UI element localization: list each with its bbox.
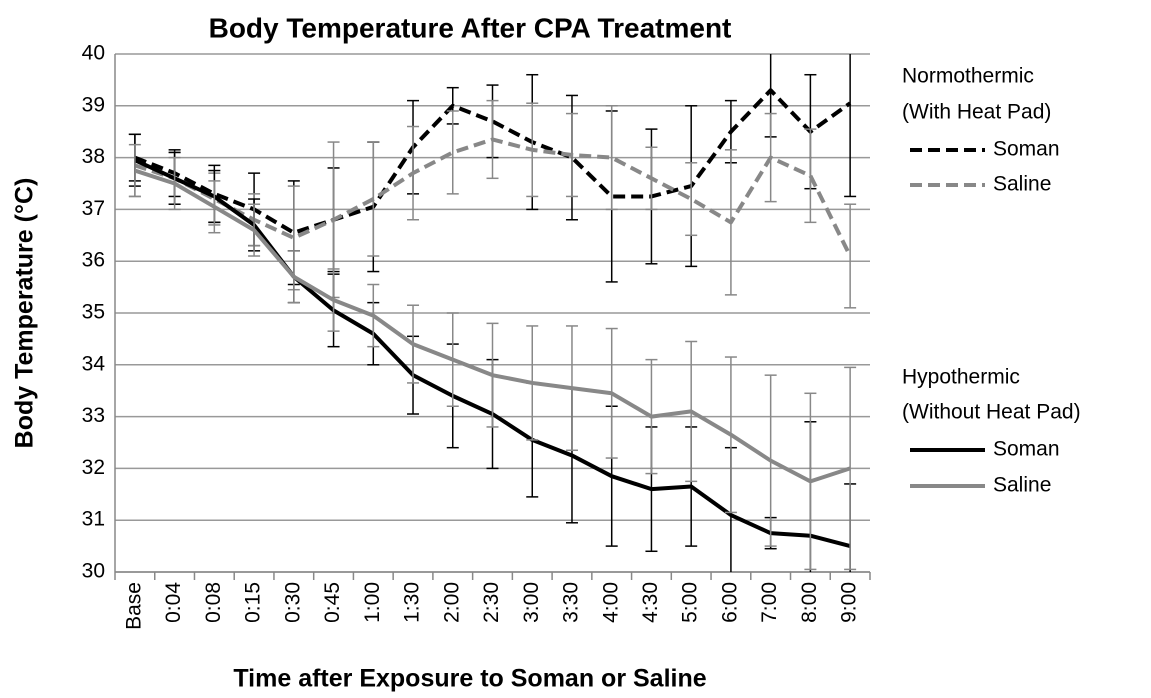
x-tick-label: 9:00: [838, 582, 861, 623]
legend-label: Saline: [993, 173, 1051, 196]
x-tick-label: 1:00: [361, 582, 384, 623]
chart-title: Body Temperature After CPA Treatment: [209, 12, 732, 43]
x-tick-label: 2:30: [480, 582, 503, 623]
y-tick-label: 34: [82, 352, 106, 375]
x-tick-label: 7:00: [758, 582, 781, 623]
y-tick-label: 36: [82, 249, 105, 272]
x-tick-label: 0:30: [281, 582, 304, 623]
x-axis-label: Time after Exposure to Soman or Saline: [233, 665, 706, 693]
y-tick-label: 39: [82, 93, 105, 116]
x-tick-label: 2:00: [440, 582, 463, 623]
x-tick-label: 0:15: [242, 582, 265, 623]
x-tick-label: 1:30: [401, 582, 424, 623]
x-tick-label: 4:30: [639, 582, 662, 623]
error-bar: [128, 143, 141, 198]
legend-group-title: Hypothermic: [902, 366, 1020, 389]
x-tick-label: 0:45: [321, 582, 344, 623]
legend-group-title: Normothermic: [902, 65, 1034, 88]
error-bar: [804, 128, 817, 224]
x-tick-label: 4:00: [599, 582, 622, 623]
error-bar: [844, 54, 857, 198]
x-tick-label: 5:00: [679, 582, 702, 623]
x-tick-label: 0:04: [162, 582, 185, 623]
y-axis-label: Body Temperature (°C): [11, 178, 39, 449]
y-tick-label: 33: [82, 404, 105, 427]
y-tick-label: 35: [82, 301, 105, 324]
legend-group-title: (Without Heat Pad): [902, 401, 1081, 424]
x-tick-label: 3:30: [560, 582, 583, 623]
error-bar: [446, 110, 459, 195]
y-tick-label: 30: [82, 560, 105, 583]
y-tick-label: 32: [82, 456, 105, 479]
y-tick-label: 31: [82, 508, 105, 531]
error-bar: [685, 162, 698, 237]
legend-label: Soman: [993, 438, 1060, 461]
x-tick-label: 8:00: [798, 582, 821, 623]
y-tick-label: 40: [82, 42, 105, 65]
series-line: [134, 168, 851, 484]
legend-group-title: (With Heat Pad): [902, 101, 1051, 124]
y-tick-label: 37: [82, 197, 105, 220]
error-bar: [605, 105, 618, 211]
y-tick-label: 38: [82, 145, 105, 168]
legend-label: Soman: [993, 138, 1060, 161]
error-bar: [844, 203, 857, 309]
x-tick-label: 6:00: [718, 582, 741, 623]
x-tick-label: Base: [122, 582, 145, 630]
legend-label: Saline: [993, 474, 1051, 497]
x-tick-label: 0:08: [202, 582, 225, 623]
x-tick-label: 3:00: [520, 582, 543, 623]
